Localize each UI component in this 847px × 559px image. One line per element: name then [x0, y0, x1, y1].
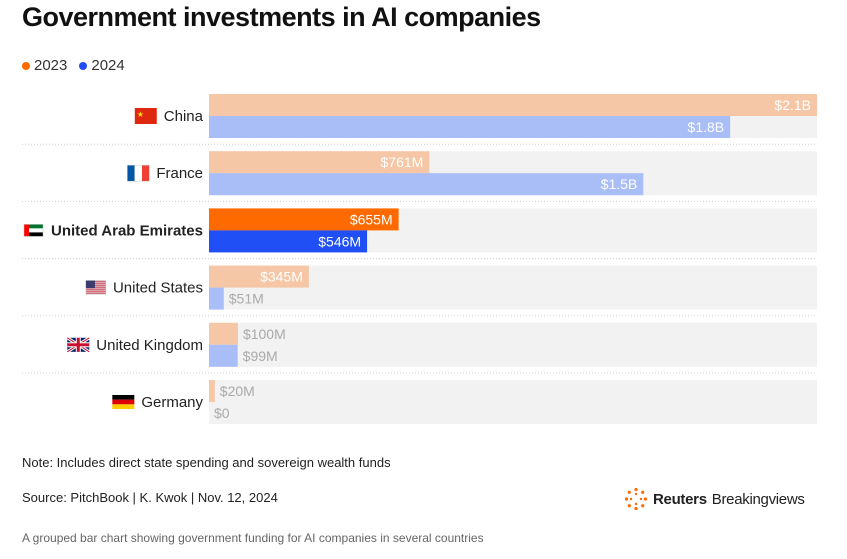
track-united-kingdom [209, 322, 817, 367]
category-label-united-kingdom: United Kingdom [96, 337, 203, 354]
chart-caption: A grouped bar chart showing government f… [22, 531, 484, 545]
bar-2024-united-arab-emirates [209, 230, 368, 253]
data-label-2023-united-kingdom: $100M [243, 326, 286, 342]
chart-note: Note: Includes direct state spending and… [22, 455, 391, 470]
track-united-states [209, 265, 817, 310]
category-label-france: France [156, 165, 203, 182]
legend-label-2024: 2024 [91, 57, 125, 74]
us-flag [85, 280, 107, 295]
chart-source: Source: PitchBook | K. Kwok | Nov. 12, 2… [22, 490, 278, 505]
legend-item-2023: 2023 [22, 57, 67, 74]
legend-dot-2024 [79, 61, 88, 70]
data-label-2024-united-states: $51M [229, 291, 264, 307]
data-label-2023-germany: $20M [220, 383, 255, 399]
track-germany [209, 380, 817, 424]
bar-chart: China ★ $2.1B $1.8B France $761M $1.5B United A… [22, 94, 817, 424]
brand-product: Breakingviews [711, 490, 805, 508]
brand-logo: Reuters Breakingviews [624, 487, 805, 511]
data-label-2023-united-states: $345M [260, 269, 303, 285]
data-label-2024-united-kingdom: $99M [243, 348, 278, 364]
legend-dot-2023 [22, 61, 30, 70]
bar-2023-france [209, 151, 430, 174]
bar-2024-united-states [209, 287, 224, 310]
brand-name: Reuters [653, 490, 707, 508]
bar-2024-united-kingdom [209, 344, 238, 367]
bar-2024-france [209, 173, 644, 196]
data-label-2024-germany: $0 [214, 405, 230, 421]
bar-2024-china [209, 116, 731, 138]
china-flag: ★ [134, 108, 157, 124]
bar-2023-china [209, 94, 817, 116]
category-label-germany: Germany [141, 394, 203, 411]
legend-label-2023: 2023 [34, 57, 68, 74]
category-label-united-arab-emirates: United Arab Emirates [51, 222, 203, 239]
bar-2023-united-kingdom [209, 322, 238, 345]
bar-2023-germany [209, 380, 215, 402]
svg-text:★: ★ [137, 110, 144, 119]
chart-title: Government investments in AI companies [22, 2, 541, 32]
bar-2023-united-states [209, 265, 309, 288]
bar-2023-united-arab-emirates [209, 208, 399, 231]
data-label-2023-france: $761M [381, 154, 424, 170]
reuters-logo-icon [624, 487, 648, 511]
legend-item-2024: 2024 [79, 57, 125, 74]
data-label-2024-france: $1.5B [601, 176, 638, 192]
legend: 2023 2024 [22, 57, 125, 74]
germany-flag [112, 395, 135, 410]
category-label-china: China [164, 108, 204, 125]
data-label-2024-china: $1.8B [688, 119, 725, 135]
france-flag [127, 164, 150, 182]
uk-flag [66, 336, 91, 354]
category-label-united-states: United States [113, 280, 203, 297]
data-label-2024-united-arab-emirates: $546M [318, 233, 361, 249]
data-label-2023-china: $2.1B [774, 97, 811, 113]
uae-flag [23, 224, 44, 237]
data-label-2023-united-arab-emirates: $655M [350, 211, 393, 227]
